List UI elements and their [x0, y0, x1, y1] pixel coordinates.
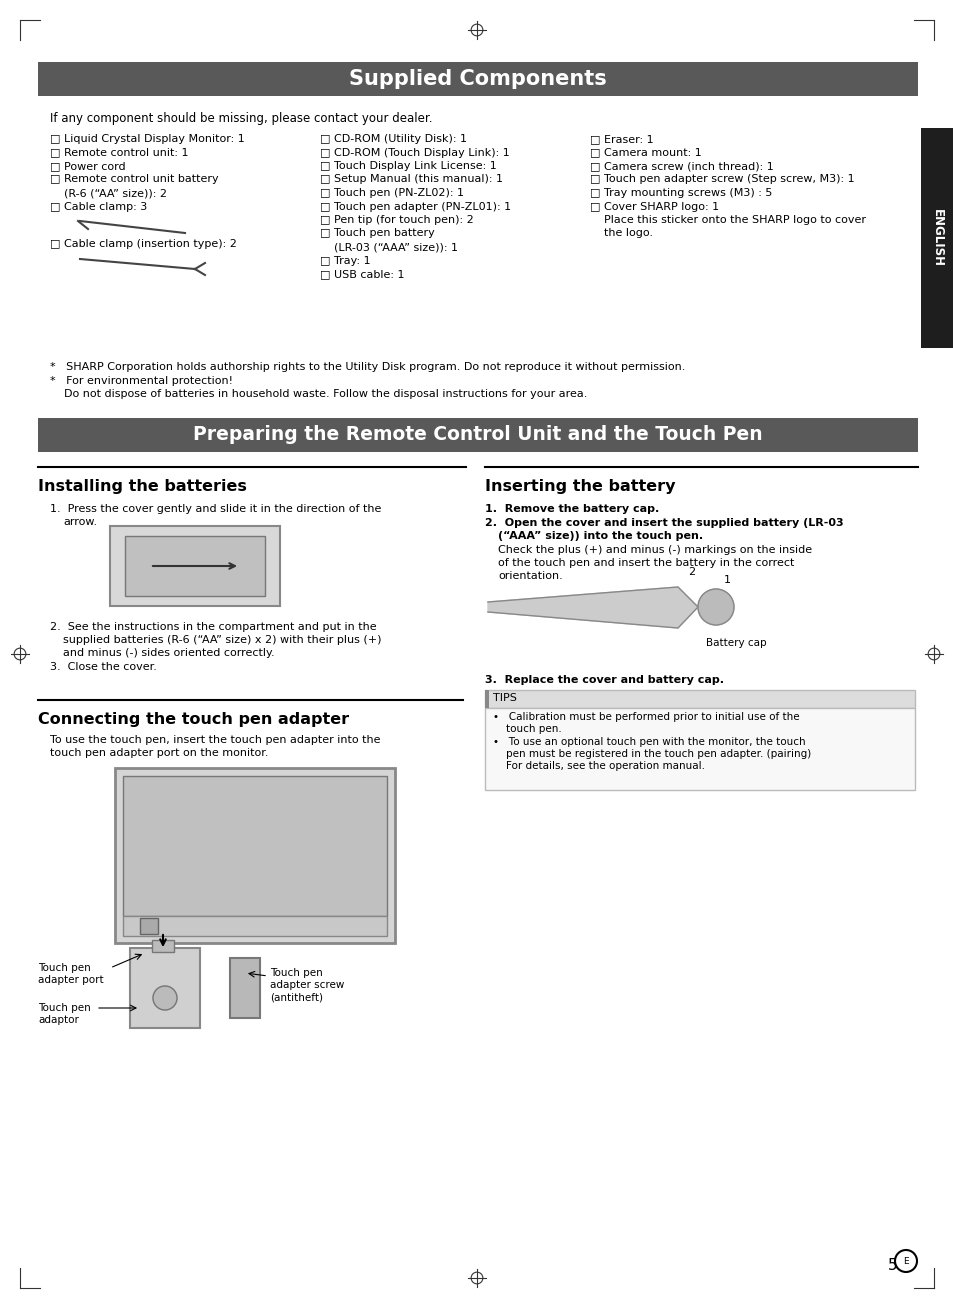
- Text: touch pen.: touch pen.: [493, 725, 561, 734]
- Text: □ CD-ROM (Touch Display Link): 1: □ CD-ROM (Touch Display Link): 1: [319, 148, 509, 157]
- Bar: [123, 916, 387, 937]
- Text: If any component should be missing, please contact your dealer.: If any component should be missing, plea…: [50, 112, 432, 126]
- Text: Touch pen: Touch pen: [38, 1003, 91, 1012]
- Text: Installing the batteries: Installing the batteries: [38, 479, 247, 494]
- Text: 2: 2: [687, 566, 695, 577]
- Text: (antitheft): (antitheft): [270, 991, 323, 1002]
- Text: Connecting the touch pen adapter: Connecting the touch pen adapter: [38, 712, 349, 727]
- Text: □ Eraser: 1: □ Eraser: 1: [589, 133, 653, 144]
- Text: □ Setup Manual (this manual): 1: □ Setup Manual (this manual): 1: [319, 174, 502, 184]
- Text: □ CD-ROM (Utility Disk): 1: □ CD-ROM (Utility Disk): 1: [319, 133, 467, 144]
- Text: 3.  Close the cover.: 3. Close the cover.: [50, 662, 156, 672]
- Bar: [920, 128, 953, 348]
- Bar: [38, 419, 917, 453]
- Circle shape: [698, 589, 733, 625]
- Bar: [484, 691, 914, 708]
- Text: □ Cover SHARP logo: 1: □ Cover SHARP logo: 1: [589, 201, 719, 212]
- Text: □ Pen tip (for touch pen): 2: □ Pen tip (for touch pen): 2: [319, 215, 474, 225]
- Text: □ Cable clamp (insertion type): 2: □ Cable clamp (insertion type): 2: [50, 239, 236, 249]
- Polygon shape: [488, 587, 698, 628]
- Text: Battery cap: Battery cap: [705, 638, 766, 647]
- Text: Preparing the Remote Control Unit and the Touch Pen: Preparing the Remote Control Unit and th…: [193, 425, 762, 445]
- Bar: [140, 918, 158, 934]
- Text: □ Camera mount: 1: □ Camera mount: 1: [589, 148, 701, 157]
- Bar: [230, 957, 260, 1018]
- Text: supplied batteries (R-6 (“AA” size) x 2) with their plus (+): supplied batteries (R-6 (“AA” size) x 2)…: [63, 634, 381, 645]
- Text: and minus (-) sides oriented correctly.: and minus (-) sides oriented correctly.: [63, 647, 274, 658]
- Text: □ Remote control unit battery: □ Remote control unit battery: [50, 174, 218, 184]
- Text: *   For environmental protection!: * For environmental protection!: [50, 375, 233, 386]
- Text: 1: 1: [723, 576, 730, 585]
- Text: □ Tray mounting screws (M3) : 5: □ Tray mounting screws (M3) : 5: [589, 188, 772, 198]
- Circle shape: [152, 986, 177, 1010]
- Text: •   Calibration must be performed prior to initial use of the: • Calibration must be performed prior to…: [493, 712, 799, 722]
- Text: For details, see the operation manual.: For details, see the operation manual.: [493, 761, 704, 770]
- Text: of the touch pen and insert the battery in the correct: of the touch pen and insert the battery …: [497, 559, 794, 568]
- Text: Inserting the battery: Inserting the battery: [484, 479, 675, 494]
- Text: •   To use an optional touch pen with the monitor, the touch: • To use an optional touch pen with the …: [493, 736, 804, 747]
- Text: arrow.: arrow.: [63, 517, 97, 527]
- Text: Touch pen: Touch pen: [270, 968, 322, 978]
- Text: Supplied Components: Supplied Components: [349, 69, 606, 89]
- Text: □ Touch pen (PN-ZL02): 1: □ Touch pen (PN-ZL02): 1: [319, 188, 463, 198]
- Text: 1.  Remove the battery cap.: 1. Remove the battery cap.: [484, 504, 659, 514]
- Text: (R-6 (“AA” size)): 2: (R-6 (“AA” size)): 2: [50, 188, 167, 198]
- Text: adapter port: adapter port: [38, 974, 104, 985]
- Text: □ Touch pen adapter screw (Step screw, M3): 1: □ Touch pen adapter screw (Step screw, M…: [589, 174, 854, 184]
- Text: (“AAA” size)) into the touch pen.: (“AAA” size)) into the touch pen.: [497, 531, 702, 542]
- Text: □ Remote control unit: 1: □ Remote control unit: 1: [50, 148, 189, 157]
- Text: adaptor: adaptor: [38, 1015, 79, 1025]
- Text: 2.  See the instructions in the compartment and put in the: 2. See the instructions in the compartme…: [50, 623, 376, 632]
- Bar: [38, 61, 917, 95]
- Text: pen must be registered in the touch pen adapter. (pairing): pen must be registered in the touch pen …: [493, 749, 810, 759]
- Text: □ Cable clamp: 3: □ Cable clamp: 3: [50, 201, 147, 212]
- Text: *   SHARP Corporation holds authorship rights to the Utility Disk program. Do no: * SHARP Corporation holds authorship rig…: [50, 362, 684, 371]
- Text: Check the plus (+) and minus (-) markings on the inside: Check the plus (+) and minus (-) marking…: [497, 545, 811, 555]
- Text: orientation.: orientation.: [497, 572, 562, 581]
- Text: Touch pen: Touch pen: [38, 963, 91, 973]
- Bar: [110, 526, 280, 606]
- Bar: [152, 940, 173, 952]
- Text: 1.  Press the cover gently and slide it in the direction of the: 1. Press the cover gently and slide it i…: [50, 504, 381, 514]
- Text: ENGLISH: ENGLISH: [930, 209, 943, 267]
- Text: □ Touch Display Link License: 1: □ Touch Display Link License: 1: [319, 161, 497, 171]
- Bar: [484, 691, 489, 708]
- Text: To use the touch pen, insert the touch pen adapter into the: To use the touch pen, insert the touch p…: [50, 735, 380, 746]
- Bar: [125, 536, 265, 596]
- Text: □ Liquid Crystal Display Monitor: 1: □ Liquid Crystal Display Monitor: 1: [50, 133, 245, 144]
- Text: 2.  Open the cover and insert the supplied battery (LR-03: 2. Open the cover and insert the supplie…: [484, 518, 842, 528]
- Text: Do not dispose of batteries in household waste. Follow the disposal instructions: Do not dispose of batteries in household…: [50, 388, 587, 399]
- Text: the logo.: the logo.: [589, 229, 652, 238]
- Bar: [123, 776, 387, 916]
- Text: □ USB cable: 1: □ USB cable: 1: [319, 269, 404, 279]
- Text: 5: 5: [887, 1258, 897, 1273]
- Text: (LR-03 (“AAA” size)): 1: (LR-03 (“AAA” size)): 1: [319, 242, 457, 252]
- Text: E: E: [902, 1257, 908, 1266]
- Text: □ Power cord: □ Power cord: [50, 161, 126, 171]
- Text: □ Camera screw (inch thread): 1: □ Camera screw (inch thread): 1: [589, 161, 773, 171]
- Text: touch pen adapter port on the monitor.: touch pen adapter port on the monitor.: [50, 748, 268, 759]
- Text: TIPS: TIPS: [493, 693, 517, 702]
- Text: adapter screw: adapter screw: [270, 980, 344, 990]
- Text: □ Tray: 1: □ Tray: 1: [319, 255, 370, 266]
- Bar: [130, 948, 200, 1028]
- Bar: [484, 708, 914, 790]
- Bar: [115, 768, 395, 943]
- Text: □ Touch pen adapter (PN-ZL01): 1: □ Touch pen adapter (PN-ZL01): 1: [319, 201, 511, 212]
- Text: 3.  Replace the cover and battery cap.: 3. Replace the cover and battery cap.: [484, 675, 723, 685]
- Text: Place this sticker onto the SHARP logo to cover: Place this sticker onto the SHARP logo t…: [589, 215, 865, 225]
- Text: □ Touch pen battery: □ Touch pen battery: [319, 229, 435, 238]
